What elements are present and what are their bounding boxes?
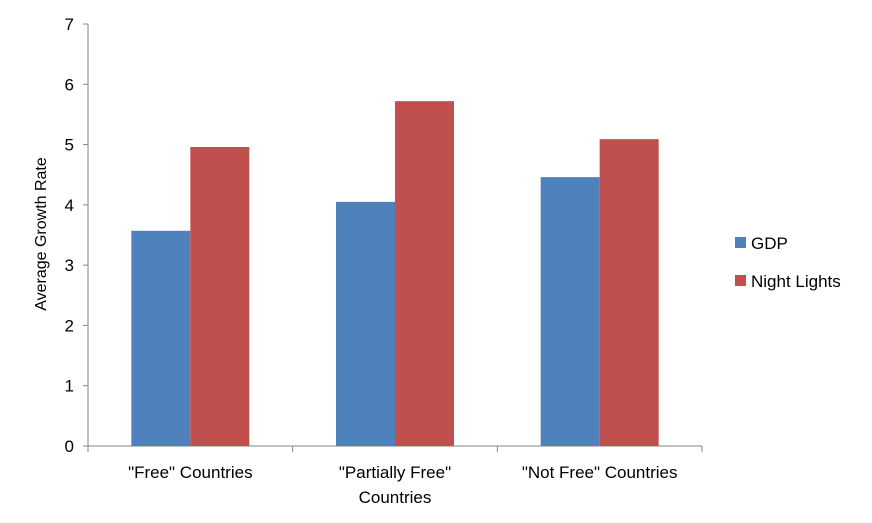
legend-label-gdp: GDP: [751, 234, 788, 253]
y-tick-label: 6: [65, 75, 74, 94]
bar-gdp-0: [131, 230, 191, 446]
bar-night-lights-2: [599, 139, 659, 446]
x-tick-label: "Free" Countries: [128, 463, 253, 482]
legend-label-night-lights: Night Lights: [751, 272, 841, 291]
y-tick-label: 5: [65, 136, 74, 155]
x-tick-label: "Partially Free": [339, 463, 451, 482]
y-tick-label: 3: [65, 256, 74, 275]
bar-night-lights-1: [395, 101, 454, 446]
y-tick-label: 0: [65, 437, 74, 456]
x-tick-label: Countries: [359, 488, 432, 507]
legend: GDP Night Lights: [735, 234, 841, 291]
y-tick-label: 1: [65, 377, 74, 396]
labels: 0 1 2 3 4 5 6 7 "Free" Countries "Partially Free"…: [65, 15, 678, 507]
bar-night-lights-0: [190, 146, 250, 447]
bars: [131, 101, 659, 447]
y-tick-label: 2: [65, 316, 74, 335]
y-tick-label: 4: [65, 196, 74, 215]
bar-gdp-1: [336, 201, 395, 446]
x-tick-label: "Not Free" Countries: [522, 463, 678, 482]
y-tick-label: 7: [65, 15, 74, 34]
y-axis-title: Average Growth Rate: [33, 157, 50, 311]
legend-swatch-night-lights: [735, 275, 746, 286]
bar-gdp-2: [540, 177, 600, 446]
legend-swatch-gdp: [735, 237, 746, 248]
